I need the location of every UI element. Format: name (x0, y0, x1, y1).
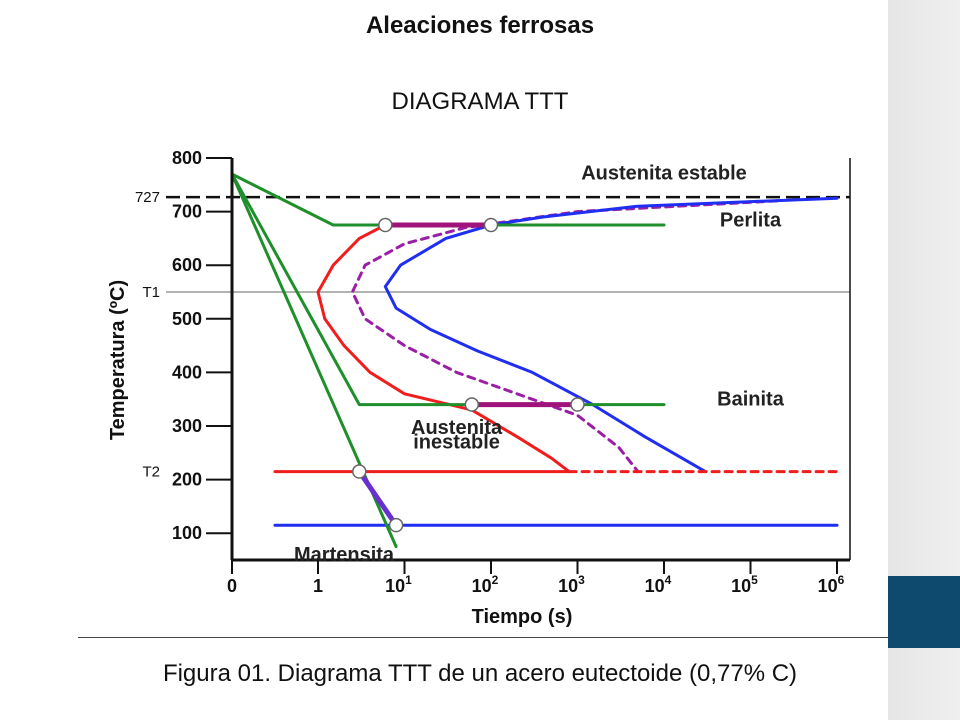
annotation-austenita-estable: Austenita estable (581, 162, 747, 184)
side-accent-block (888, 576, 960, 648)
annotation-perlita: Perlita (720, 210, 782, 232)
reference-label-t2: T2 (142, 464, 160, 481)
annotation-bainita: Bainita (717, 389, 785, 411)
slide-subtitle: DIAGRAMA TTT (391, 88, 569, 115)
intersection-marker (378, 217, 393, 233)
y-tick-label: 400 (172, 362, 202, 382)
annotation-austenita-inestable-1: Austenita (411, 417, 503, 439)
transformation-martensite-segment (356, 469, 399, 528)
slide-title: Aleaciones ferrosas (365, 12, 595, 39)
y-tick-label: 600 (172, 255, 202, 275)
x-tick-label: 1 (313, 576, 323, 596)
series-mid-line (350, 199, 778, 474)
intersection-marker (352, 464, 367, 479)
reference-label-t1: T1 (142, 284, 160, 301)
y-tick-label: 800 (172, 148, 202, 168)
intersection-marker (570, 397, 585, 412)
intersection-marker (483, 217, 499, 233)
reference-label-727: 727 (135, 189, 160, 206)
y-tick-label: 200 (172, 470, 202, 490)
caption-divider (78, 637, 888, 638)
y-tick-label: 700 (172, 202, 202, 222)
figure-caption: Figura 01. Diagrama TTT de un acero eute… (162, 660, 798, 687)
annotation-martensita: Martensita (294, 544, 395, 566)
y-axis-label: Temperatura (ºC) (107, 280, 129, 440)
annotation-austenita-inestable-2: inestable (413, 432, 500, 454)
intersection-marker (388, 517, 404, 533)
series-finish-line (383, 196, 839, 474)
intersection-marker (464, 397, 480, 412)
x-tick-label: 0 (227, 576, 237, 596)
series-cool1-line (230, 172, 666, 227)
y-tick-label: 100 (172, 523, 202, 543)
series-start-line (316, 223, 571, 474)
y-tick-label: 300 (172, 416, 202, 436)
x-axis-label: Tiempo (s) (472, 606, 573, 628)
y-tick-label: 500 (172, 309, 202, 329)
